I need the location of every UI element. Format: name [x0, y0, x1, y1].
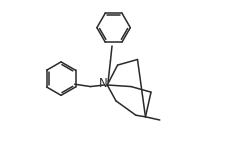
Text: N: N — [99, 77, 108, 90]
